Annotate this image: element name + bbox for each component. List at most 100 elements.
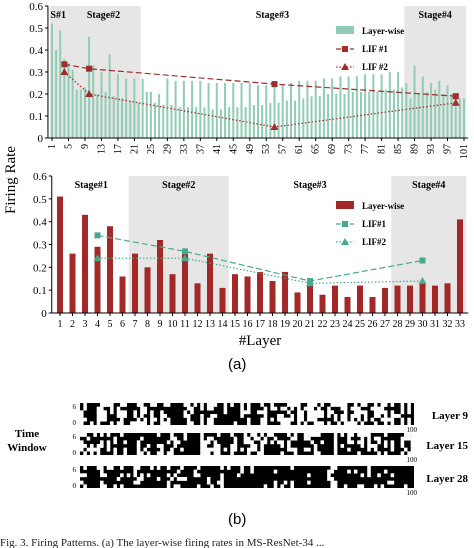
spike-cell	[327, 414, 331, 418]
spike-cell	[360, 410, 365, 415]
spike-cell	[313, 410, 318, 415]
bar	[104, 91, 107, 138]
legend-swatch	[336, 201, 354, 209]
spike-cell	[200, 403, 204, 407]
spike-cell	[120, 421, 124, 426]
spike-cell	[380, 403, 385, 407]
spike-cell	[383, 410, 388, 415]
spike-cell	[80, 433, 84, 437]
figure-caption-fragment: Fig. 3. Firing Patterns. (a) The layer-w…	[0, 538, 325, 548]
x-tick-label: 16	[243, 319, 253, 330]
bar	[92, 65, 95, 138]
spike-cell	[343, 484, 348, 489]
x-tick-label: 13	[96, 144, 107, 154]
spike-cell	[280, 484, 284, 489]
y-tick-label: 0.1	[29, 111, 43, 123]
spike-cell	[247, 417, 251, 422]
bar	[75, 89, 78, 138]
spike-cell	[83, 466, 87, 470]
spike-cell	[410, 447, 415, 452]
spike-cell	[390, 444, 395, 448]
spike-cell	[103, 410, 107, 415]
spike-cell	[230, 433, 234, 437]
spike-cell	[387, 480, 391, 485]
spike-cell	[253, 447, 258, 452]
spike-cell	[383, 421, 388, 426]
spike-cell	[120, 417, 124, 422]
spike-cell	[313, 433, 318, 437]
spike-cell	[206, 406, 211, 411]
spike-cell	[380, 484, 385, 489]
stage-label: Stage#1	[75, 180, 108, 191]
spike-cell	[230, 451, 234, 456]
spike-cell	[206, 477, 211, 481]
bar	[444, 283, 451, 313]
bar	[380, 74, 383, 138]
spike-cell	[106, 447, 111, 452]
spike-cell	[317, 406, 321, 411]
spike-cell	[407, 410, 411, 415]
legend: Layer-wise LIF#1 LIF#2	[336, 201, 404, 247]
bar	[203, 107, 206, 138]
spike-cell	[123, 447, 127, 452]
spike-cell	[290, 403, 294, 407]
spike-cell	[190, 410, 194, 415]
x-tick-label: 25	[146, 144, 157, 154]
spike-cell	[166, 484, 171, 489]
spike-cell	[250, 447, 254, 452]
y-tick-label: 0.5	[29, 23, 43, 35]
spike-cell	[307, 403, 311, 407]
spike-cell	[250, 433, 254, 437]
spike-cell	[373, 447, 378, 452]
spike-cell	[263, 410, 268, 415]
bar	[67, 63, 70, 139]
spike-cell	[320, 403, 325, 407]
x-tick-label: 28	[393, 319, 403, 330]
spike-cell	[310, 406, 314, 411]
bar	[294, 100, 297, 138]
bar	[232, 274, 238, 313]
spike-cell	[160, 451, 164, 456]
x-tick-label: 21	[129, 144, 140, 154]
spike-cell	[220, 480, 224, 485]
spike-cell	[307, 417, 311, 422]
spike-cell	[400, 410, 405, 415]
spike-cell	[360, 484, 365, 489]
bar	[450, 94, 453, 138]
spike-cell	[333, 417, 338, 422]
series-marker	[93, 254, 102, 262]
bar	[394, 285, 401, 313]
spike-cell	[403, 436, 408, 441]
legend-label: Layer-wise	[362, 201, 404, 211]
spike-cell	[360, 433, 365, 437]
spike-cell	[196, 484, 201, 489]
spike-cell	[96, 466, 101, 470]
spike-cell	[96, 421, 101, 426]
spike-cell	[410, 436, 415, 441]
spike-cell	[257, 436, 261, 441]
spike-cell	[206, 480, 211, 485]
spike-cell	[373, 414, 378, 418]
spike-cell	[146, 473, 151, 478]
spike-cell	[166, 480, 171, 485]
spike-cell	[343, 414, 348, 418]
x-tick-label: 9	[158, 319, 163, 330]
bar	[51, 23, 53, 139]
spike-cell	[96, 410, 101, 415]
spike-cell	[377, 473, 381, 478]
y-tick-label: 0.4	[29, 45, 43, 57]
bar	[232, 83, 235, 138]
x-tick-label: 61	[294, 144, 305, 154]
y-tick-label: 0	[41, 308, 47, 320]
spike-cell	[273, 436, 278, 441]
x-tick-label: 9	[80, 144, 91, 149]
spike-cell	[100, 473, 104, 478]
bar	[88, 36, 91, 138]
spike-cell	[113, 436, 117, 441]
spike-cell	[360, 436, 365, 441]
legend-label: LIF #2	[362, 62, 388, 72]
spike-cell	[83, 473, 87, 478]
bar	[282, 271, 288, 313]
spike-cell	[160, 410, 164, 415]
bar	[269, 281, 276, 313]
